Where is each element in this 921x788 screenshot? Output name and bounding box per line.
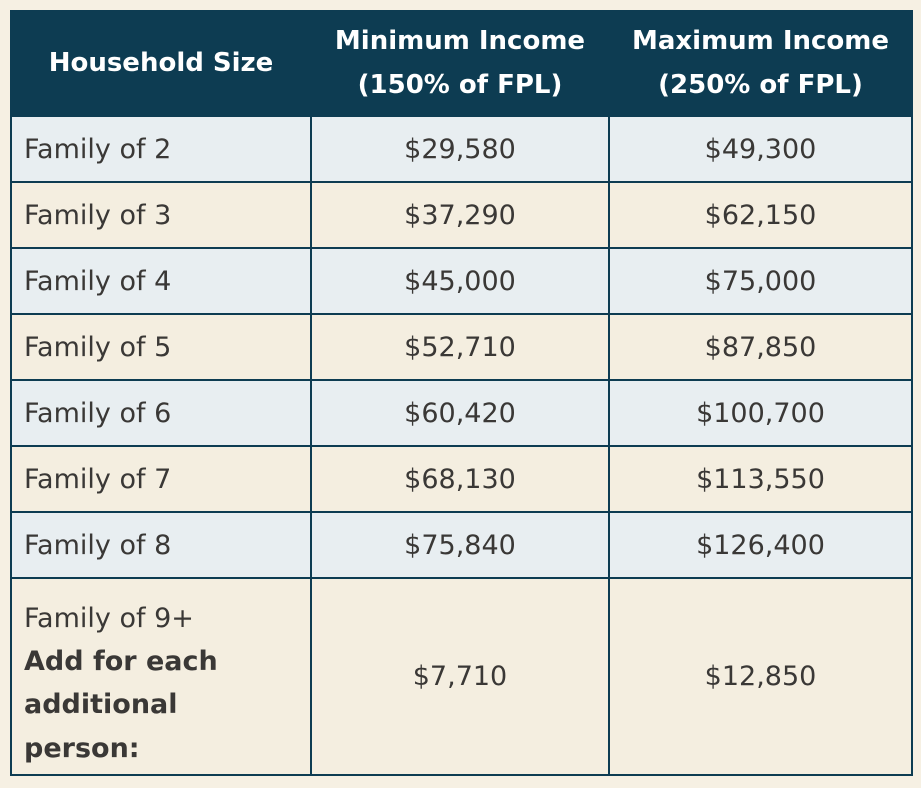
minimum-income-cell: $60,420 bbox=[310, 379, 610, 447]
table-row: Family of 7 $68,130 $113,550 bbox=[10, 445, 913, 513]
minimum-income-cell: $75,840 bbox=[310, 511, 610, 579]
table-row: Family of 8 $75,840 $126,400 bbox=[10, 511, 913, 579]
table-body: Family of 2 $29,580 $49,300 Family of 3 … bbox=[10, 115, 913, 776]
header-label: Household Size bbox=[48, 47, 274, 78]
household-size-cell: Family of 9+ Add for each additional per… bbox=[10, 577, 312, 776]
table-row: Family of 6 $60,420 $100,700 bbox=[10, 379, 913, 447]
maximum-income-cell: $49,300 bbox=[608, 115, 913, 183]
table-row: Family of 2 $29,580 $49,300 bbox=[10, 115, 913, 183]
table-header: Household Size Minimum Income (150% of F… bbox=[10, 10, 913, 117]
household-size-cell: Family of 3 bbox=[10, 181, 312, 249]
header-label-line2: (150% of FPL) bbox=[357, 69, 563, 100]
header-label-line2: (250% of FPL) bbox=[658, 69, 863, 100]
maximum-income-cell: $12,850 bbox=[608, 577, 913, 776]
maximum-income-cell: $62,150 bbox=[608, 181, 913, 249]
maximum-income-cell: $87,850 bbox=[608, 313, 913, 381]
col-header-maximum-income: Maximum Income (250% of FPL) bbox=[608, 10, 913, 117]
table-row: Family of 3 $37,290 $62,150 bbox=[10, 181, 913, 249]
household-additional-note: Add for each additional person: bbox=[24, 646, 218, 764]
header-row: Household Size Minimum Income (150% of F… bbox=[10, 10, 913, 117]
maximum-income-cell: $113,550 bbox=[608, 445, 913, 513]
minimum-income-cell: $52,710 bbox=[310, 313, 610, 381]
household-size-cell: Family of 6 bbox=[10, 379, 312, 447]
minimum-income-cell: $7,710 bbox=[310, 577, 610, 776]
income-eligibility-table: Household Size Minimum Income (150% of F… bbox=[10, 10, 913, 776]
household-size-cell: Family of 7 bbox=[10, 445, 312, 513]
household-size-cell: Family of 4 bbox=[10, 247, 312, 315]
household-size-label: Family of 9+ bbox=[24, 603, 194, 634]
minimum-income-cell: $68,130 bbox=[310, 445, 610, 513]
table-row: Family of 5 $52,710 $87,850 bbox=[10, 313, 913, 381]
maximum-income-cell: $100,700 bbox=[608, 379, 913, 447]
header-label-line1: Minimum Income bbox=[334, 25, 586, 56]
col-header-household-size: Household Size bbox=[10, 10, 312, 117]
minimum-income-cell: $45,000 bbox=[310, 247, 610, 315]
col-header-minimum-income: Minimum Income (150% of FPL) bbox=[310, 10, 610, 117]
minimum-income-cell: $29,580 bbox=[310, 115, 610, 183]
household-size-cell: Family of 5 bbox=[10, 313, 312, 381]
table-row: Family of 9+ Add for each additional per… bbox=[10, 577, 913, 776]
table-row: Family of 4 $45,000 $75,000 bbox=[10, 247, 913, 315]
maximum-income-cell: $126,400 bbox=[608, 511, 913, 579]
minimum-income-cell: $37,290 bbox=[310, 181, 610, 249]
household-size-cell: Family of 2 bbox=[10, 115, 312, 183]
household-size-cell: Family of 8 bbox=[10, 511, 312, 579]
header-label-line1: Maximum Income bbox=[631, 25, 890, 56]
maximum-income-cell: $75,000 bbox=[608, 247, 913, 315]
